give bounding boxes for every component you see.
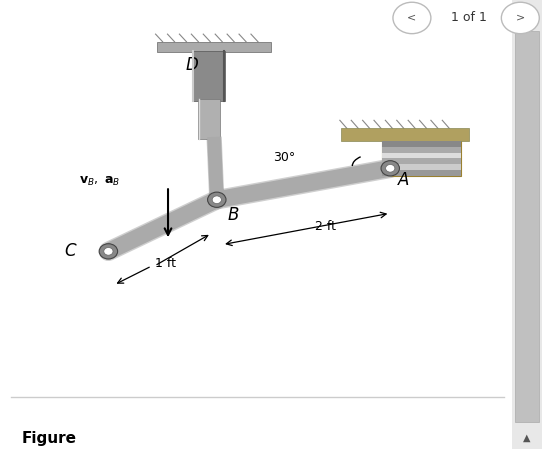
Bar	[382, 141, 461, 147]
Circle shape	[501, 2, 539, 34]
Bar	[341, 128, 469, 141]
Text: 1 of 1: 1 of 1	[451, 11, 487, 24]
Bar	[382, 164, 461, 170]
Bar	[382, 153, 461, 158]
Text: 30°: 30°	[273, 152, 296, 165]
Text: B: B	[228, 207, 239, 225]
Text: $\mathbf{v}_B,\ \mathbf{a}_B$: $\mathbf{v}_B,\ \mathbf{a}_B$	[79, 175, 120, 189]
Bar	[382, 147, 461, 153]
Text: C: C	[64, 243, 76, 261]
Circle shape	[104, 248, 113, 255]
Circle shape	[208, 192, 226, 207]
Bar	[512, 0, 542, 449]
Text: >: >	[515, 13, 525, 23]
Text: A: A	[398, 171, 410, 189]
Text: ▲: ▲	[523, 432, 531, 443]
Bar	[157, 42, 271, 52]
Text: Figure: Figure	[22, 431, 76, 446]
Circle shape	[212, 196, 222, 203]
Bar	[198, 99, 220, 139]
Circle shape	[381, 161, 399, 176]
Text: 1 ft: 1 ft	[155, 257, 176, 270]
Bar	[382, 158, 461, 164]
Text: ▼: ▼	[523, 6, 531, 16]
Bar	[515, 32, 539, 422]
Bar	[382, 141, 461, 176]
Circle shape	[393, 2, 431, 34]
Circle shape	[385, 165, 395, 172]
Text: D: D	[185, 56, 198, 74]
Bar	[192, 51, 225, 101]
Text: <: <	[407, 13, 417, 23]
Bar	[382, 170, 461, 176]
Circle shape	[99, 244, 118, 259]
Text: 2 ft: 2 ft	[315, 220, 335, 234]
